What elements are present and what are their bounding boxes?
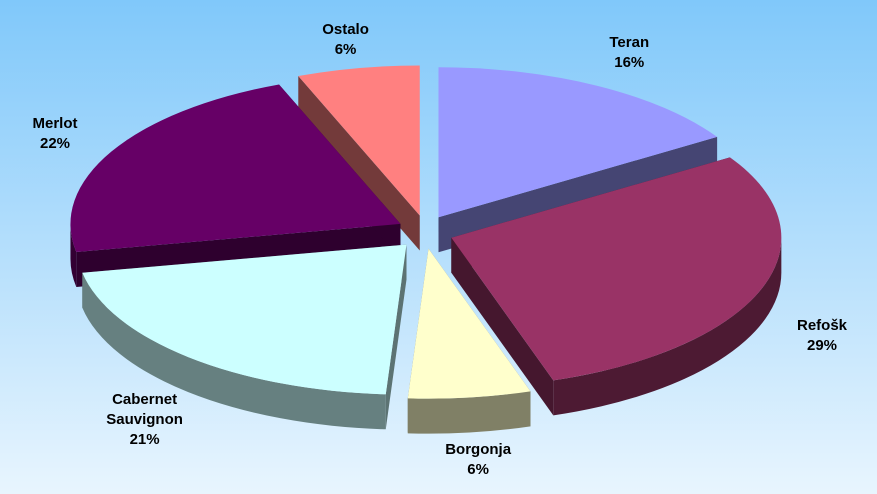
slice-label: Ostalo 6%	[291, 20, 401, 60]
category-label: Cabernet Sauvignon	[106, 391, 183, 429]
slice	[407, 248, 531, 399]
slice-side	[70, 223, 77, 288]
slice-label: Borgonja 6%	[423, 440, 533, 480]
slice-label: Merlot 22%	[0, 114, 110, 154]
slice	[438, 67, 718, 218]
slice-side	[385, 244, 407, 430]
category-label: Ostalo	[322, 21, 369, 38]
slice-label: Cabernet Sauvignon 21%	[90, 390, 200, 450]
value-label: 16%	[614, 53, 645, 71]
slice-side	[298, 76, 420, 251]
slice-side	[82, 272, 386, 430]
slice	[451, 157, 782, 381]
slice	[298, 65, 420, 216]
slice-side	[553, 237, 782, 416]
slice	[70, 84, 401, 253]
slice	[82, 244, 407, 395]
value-label: 22%	[39, 134, 71, 152]
slice-label: Refošk 29%	[767, 316, 877, 356]
category-label: Refošk	[796, 317, 848, 335]
value-label: 6%	[334, 41, 357, 58]
value-label: 6%	[467, 461, 489, 478]
category-label: Teran	[609, 33, 650, 51]
slice-side	[407, 391, 531, 434]
value-label: 21%	[129, 431, 160, 449]
category-label: Borgonja	[445, 441, 512, 458]
slice-side	[451, 237, 554, 416]
value-label: 29%	[806, 337, 838, 355]
category-label: Merlot	[32, 114, 78, 132]
slice-label: Teran 16%	[574, 33, 684, 73]
